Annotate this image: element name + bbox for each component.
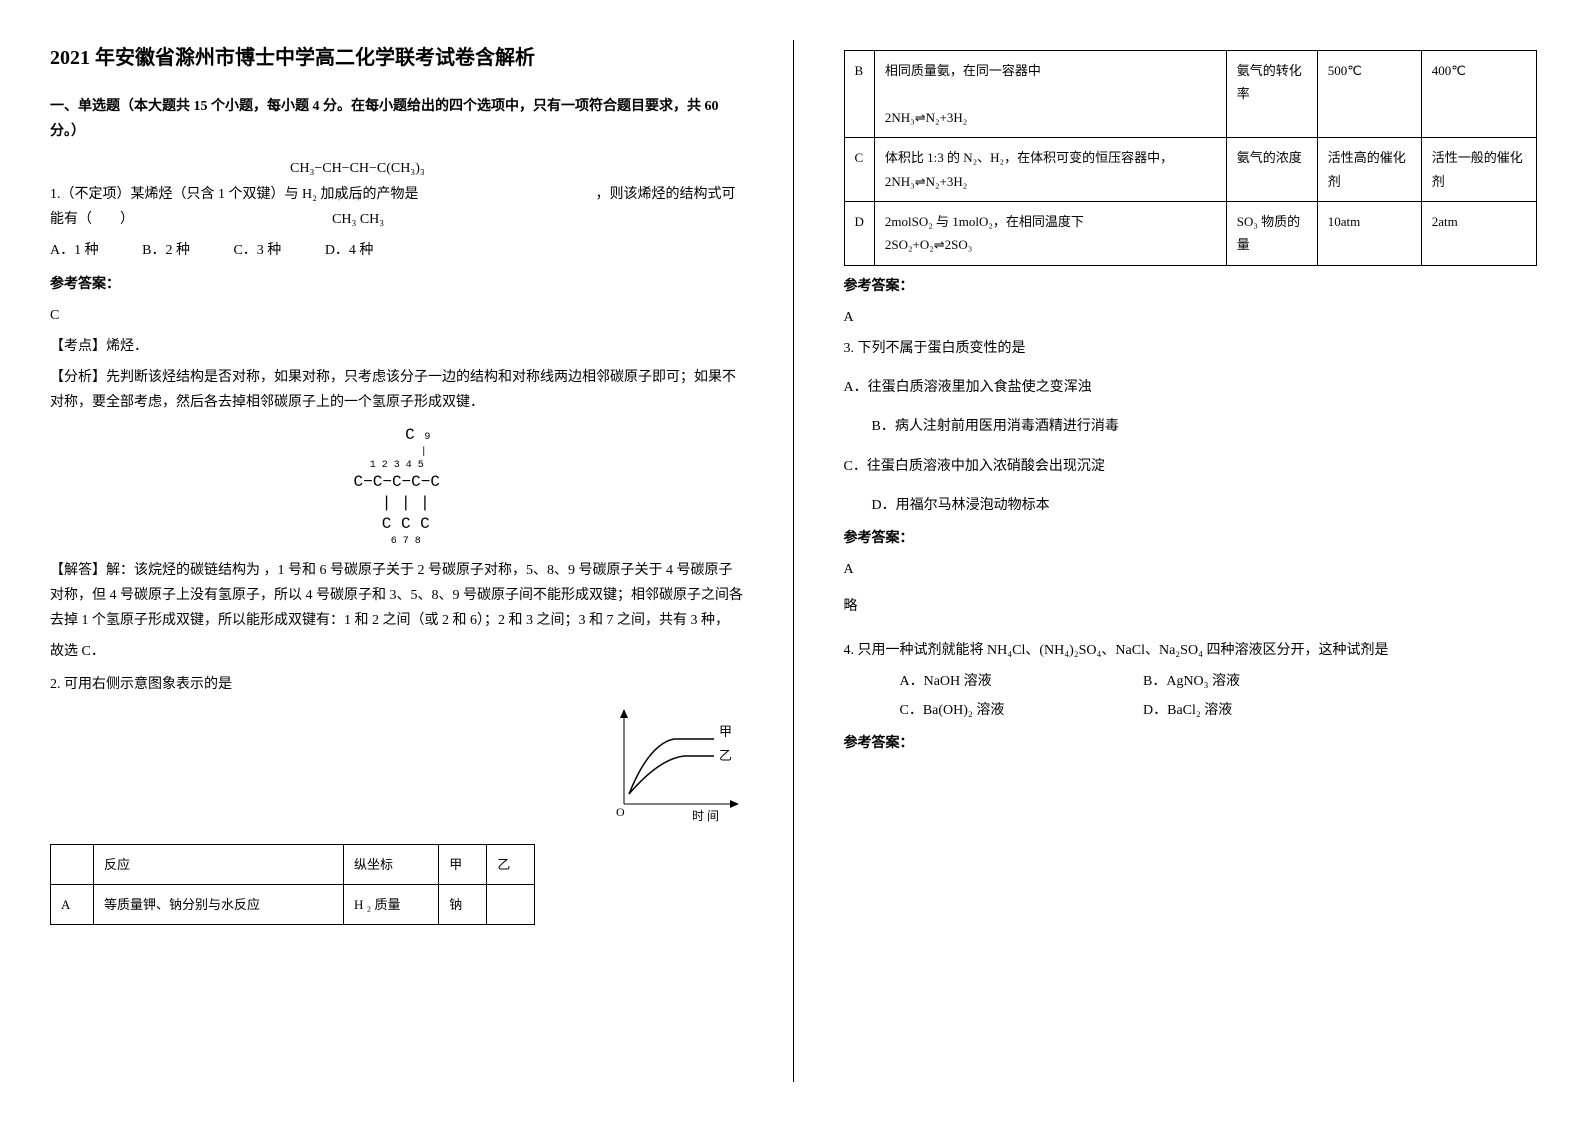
- th-reaction: 反应: [93, 844, 343, 884]
- q2-answer: A: [844, 305, 1538, 330]
- table-row: B 相同质量氨，在同一容器中 2NH₃⇌N₂+3H₂ 氨气的转化率 500℃ 4…: [844, 51, 1537, 138]
- diag-nums: 1 2 3 4 5: [50, 459, 744, 472]
- question-1: CH₃−CH−CH−C(CH₃)₃ | | CH₃ CH₃ 1.（不定项）某烯烃…: [50, 156, 744, 664]
- table-header-row: 反应 纵坐标 甲 乙: [51, 844, 535, 884]
- cell-b4: 400℃: [1421, 51, 1536, 138]
- axis-label-jia: 甲: [719, 724, 732, 739]
- th-jia: 甲: [439, 844, 487, 884]
- answer-label: 参考答案：: [844, 731, 1538, 756]
- q4-opt-b: B．AgNO₃ 溶液: [1115, 669, 1240, 694]
- q3-opt-a: A．往蛋白质溶液里加入食盐使之变浑浊: [844, 375, 1538, 400]
- diag-top-c: C: [405, 426, 415, 444]
- answer-label: 参考答案：: [844, 526, 1538, 551]
- q3-note: 略: [844, 594, 1538, 619]
- q1-conclusion: 故选 C．: [50, 639, 744, 664]
- q1-solve-prefix: 【解答】解：该烷烃的碳链结构为: [50, 563, 260, 578]
- q1-answer: C: [50, 303, 744, 328]
- answer-label: 参考答案：: [50, 272, 744, 297]
- cell-b3: 500℃: [1317, 51, 1421, 138]
- q3-opt-d: D．用福尔马林浸泡动物标本: [844, 493, 1538, 518]
- q4-opts-row2: C．Ba(OH)₂ 溶液 D．BaCl₂ 溶液: [844, 698, 1538, 723]
- q4-opt-a: A．NaOH 溶液: [872, 669, 1072, 694]
- diag-main: C−C−C−C−C: [50, 472, 744, 493]
- cell-d4: 2atm: [1421, 201, 1536, 265]
- q1-prefix: 1.（不定项）某烯烃（只含 1 个双键）与 H₂ 加成后的产物是: [50, 187, 419, 202]
- q3-text: 3. 下列不属于蛋白质变性的是: [844, 336, 1538, 361]
- cell-d3: 10atm: [1317, 201, 1421, 265]
- q1-opt-d: D．4 种: [325, 238, 374, 263]
- diag-bonds: | | |: [68, 493, 744, 514]
- cell-d0: D: [844, 201, 874, 265]
- diag-bottom-nums: 6 7 8: [68, 535, 744, 548]
- q1-opt-c: C．3 种: [233, 238, 281, 263]
- q4-opt-c: C．Ba(OH)₂ 溶液: [872, 698, 1072, 723]
- q4-text: 4. 只用一种试剂就能将 NH₄Cl、(NH₄)₂SO₄、NaCl、Na₂SO₄…: [844, 638, 1538, 663]
- diag-bottom-c: C C C: [68, 514, 744, 535]
- q3-opt-c: C．往蛋白质溶液中加入浓硝酸会出现沉淀: [844, 454, 1538, 479]
- q1-options: A．1 种 B．2 种 C．3 种 D．4 种: [50, 238, 744, 263]
- cell-d1: 2molSO₂ 与 1molO₂，在相同温度下 2SO₂+O₂⇌2SO₃: [874, 201, 1226, 265]
- q2-table-part2: B 相同质量氨，在同一容器中 2NH₃⇌N₂+3H₂ 氨气的转化率 500℃ 4…: [844, 50, 1538, 266]
- table-row: D 2molSO₂ 与 1molO₂，在相同温度下 2SO₂+O₂⇌2SO₃ S…: [844, 201, 1537, 265]
- diag-top-num: 9: [424, 432, 430, 443]
- formula-top: CH₃−CH−CH−C(CH₃)₃: [290, 161, 425, 176]
- page-title: 2021 年安徽省滁州市博士中学高二化学联考试卷含解析: [50, 40, 744, 76]
- q4-opts-row1: A．NaOH 溶液 B．AgNO₃ 溶液: [844, 669, 1538, 694]
- cell-a2: H ₂ 质量: [344, 884, 439, 924]
- axis-svg-icon: 甲 乙 O 时 间: [604, 704, 744, 824]
- q1-opt-b: B．2 种: [142, 238, 190, 263]
- question-4: 4. 只用一种试剂就能将 NH₄Cl、(NH₄)₂SO₄、NaCl、Na₂SO₄…: [844, 638, 1538, 757]
- cell-c1: 体积比 1:3 的 N₂、H₂，在体积可变的恒压容器中，2NH₃⇌N₂+3H₂: [874, 138, 1226, 202]
- section-header: 一、单选题（本大题共 15 个小题，每小题 4 分。在每小题给出的四个选项中，只…: [50, 94, 744, 144]
- cell-c2: 氨气的浓度: [1226, 138, 1317, 202]
- carbon-structure-diagram: C 9 | 1 2 3 4 5 C−C−C−C−C | | | C C C 6 …: [50, 425, 744, 547]
- cell-b0: B: [844, 51, 874, 138]
- cell-c4: 活性一般的催化剂: [1421, 138, 1536, 202]
- th-yi: 乙: [487, 844, 535, 884]
- table-row: A 等质量钾、钠分别与水反应 H ₂ 质量 钠: [51, 884, 535, 924]
- answer-label: 参考答案：: [844, 274, 1538, 299]
- cell-c3: 活性高的催化剂: [1317, 138, 1421, 202]
- cell-a1: 等质量钾、钠分别与水反应: [93, 884, 343, 924]
- cell-d2: SO₃ 物质的量: [1226, 201, 1317, 265]
- th-yaxis: 纵坐标: [344, 844, 439, 884]
- q3-opt-b: B．病人注射前用医用消毒酒精进行消毒: [844, 414, 1538, 439]
- q4-opt-d: D．BaCl₂ 溶液: [1115, 698, 1232, 723]
- axis-chart: 甲 乙 O 时 间: [604, 704, 744, 824]
- formula-bot: CH₃ CH₃: [332, 212, 384, 227]
- q2-table-part1: 反应 纵坐标 甲 乙 A 等质量钾、钠分别与水反应 H ₂ 质量 钠: [50, 844, 535, 926]
- th-blank: [51, 844, 94, 884]
- q1-analysis: 【分析】先判断该烃结构是否对称，如果对称，只考虑该分子一边的结构和对称线两边相邻…: [50, 365, 744, 415]
- cell-b1: 相同质量氨，在同一容器中 2NH₃⇌N₂+3H₂: [874, 51, 1226, 138]
- q1-point: 【考点】烯烃．: [50, 334, 744, 359]
- cell-a3: 钠: [439, 884, 487, 924]
- q2-text: 2. 可用右侧示意图象表示的是: [50, 672, 744, 697]
- question-2: 2. 可用右侧示意图象表示的是 甲 乙 O 时 间 反应 纵坐标 甲: [50, 672, 744, 925]
- q3-answer: A: [844, 557, 1538, 582]
- left-column: 2021 年安徽省滁州市博士中学高二化学联考试卷含解析 一、单选题（本大题共 1…: [0, 0, 794, 1122]
- axis-label-yi: 乙: [719, 748, 732, 763]
- cell-b2: 氨气的转化率: [1226, 51, 1317, 138]
- axis-origin: O: [616, 805, 625, 819]
- cell-a4: [487, 884, 535, 924]
- table-row: C 体积比 1:3 的 N₂、H₂，在体积可变的恒压容器中，2NH₃⇌N₂+3H…: [844, 138, 1537, 202]
- cell-a0: A: [51, 884, 94, 924]
- right-column: B 相同质量氨，在同一容器中 2NH₃⇌N₂+3H₂ 氨气的转化率 500℃ 4…: [794, 0, 1587, 1122]
- question-3: 3. 下列不属于蛋白质变性的是 A．往蛋白质溶液里加入食盐使之变浑浊 B．病人注…: [844, 336, 1538, 620]
- q1-opt-a: A．1 种: [50, 238, 99, 263]
- axis-x-label: 时 间: [692, 809, 719, 823]
- cell-c0: C: [844, 138, 874, 202]
